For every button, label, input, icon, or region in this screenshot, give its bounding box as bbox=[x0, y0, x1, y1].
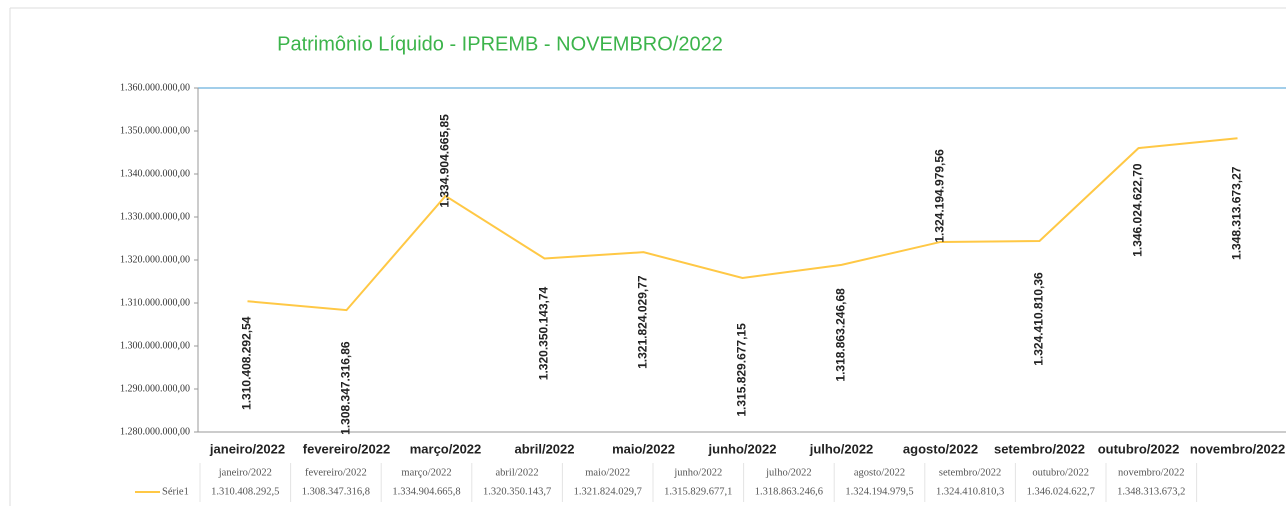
data-label: 1.324.410.810,36 bbox=[1032, 272, 1046, 366]
x-tick-label: junho/2022 bbox=[708, 441, 777, 456]
x-tick-label: agosto/2022 bbox=[903, 441, 978, 456]
x-tick-label: julho/2022 bbox=[809, 441, 874, 456]
table-header: junho/2022 bbox=[673, 467, 722, 478]
table-header: março/2022 bbox=[401, 467, 451, 478]
table-header: abril/2022 bbox=[496, 467, 539, 478]
series-line bbox=[247, 137, 1238, 312]
y-tick-label: 1.300.000.000,00 bbox=[120, 340, 190, 351]
table-cell: 1.320.350.143,7 bbox=[483, 486, 551, 497]
table-header: outubro/2022 bbox=[1032, 467, 1089, 478]
table-cell: 1.348.313.673,2 bbox=[1117, 486, 1185, 497]
table-header: janeiro/2022 bbox=[218, 467, 272, 478]
table-cell: 1.324.410.810,3 bbox=[936, 486, 1004, 497]
y-tick-label: 1.280.000.000,00 bbox=[120, 426, 190, 437]
table-cell: 1.310.408.292,5 bbox=[211, 486, 279, 497]
y-tick-label: 1.350.000.000,00 bbox=[120, 125, 190, 136]
data-label: 1.310.408.292,54 bbox=[240, 316, 254, 410]
x-tick-label: outubro/2022 bbox=[1098, 441, 1180, 456]
y-tick-label: 1.320.000.000,00 bbox=[120, 254, 190, 265]
chart-title: Patrimônio Líquido - IPREMB - NOVEMBRO/2… bbox=[277, 33, 723, 55]
table-cell: 1.346.024.622,7 bbox=[1027, 486, 1095, 497]
table-header: maio/2022 bbox=[585, 467, 630, 478]
table-cell: 1.318.863.246,6 bbox=[755, 486, 823, 497]
data-label: 1.320.350.143,74 bbox=[537, 286, 551, 380]
y-tick-label: 1.360.000.000,00 bbox=[120, 82, 190, 93]
table-header: novembro/2022 bbox=[1118, 467, 1185, 478]
data-label: 1.321.824.029,77 bbox=[636, 275, 650, 369]
data-label: 1.324.194.979,56 bbox=[933, 149, 947, 243]
table-header: fevereiro/2022 bbox=[305, 467, 367, 478]
table-cell: 1.308.347.316,8 bbox=[302, 486, 370, 497]
x-tick-label: março/2022 bbox=[410, 441, 482, 456]
x-tick-label: setembro/2022 bbox=[994, 441, 1085, 456]
table-header: julho/2022 bbox=[765, 467, 812, 478]
data-label: 1.315.829.677,15 bbox=[735, 323, 749, 417]
data-label: 1.346.024.622,70 bbox=[1131, 163, 1145, 257]
data-label: 1.348.313.673,27 bbox=[1230, 166, 1244, 260]
table-cell: 1.324.194.979,5 bbox=[845, 486, 913, 497]
x-tick-label: novembro/2022 bbox=[1190, 441, 1285, 456]
x-tick-label: abril/2022 bbox=[515, 441, 575, 456]
x-tick-label: janeiro/2022 bbox=[209, 441, 285, 456]
y-tick-label: 1.330.000.000,00 bbox=[120, 211, 190, 222]
y-tick-label: 1.340.000.000,00 bbox=[120, 168, 190, 179]
y-tick-label: 1.290.000.000,00 bbox=[120, 383, 190, 394]
legend-label: Série1 bbox=[162, 486, 189, 497]
x-tick-label: fevereiro/2022 bbox=[303, 441, 390, 456]
y-tick-label: 1.310.000.000,00 bbox=[120, 297, 190, 308]
data-label: 1.318.863.246,68 bbox=[834, 288, 848, 382]
table-cell: 1.334.904.665,8 bbox=[392, 486, 460, 497]
data-label: 1.334.904.665,85 bbox=[438, 114, 452, 208]
table-cell: 1.321.824.029,7 bbox=[574, 486, 642, 497]
table-header: setembro/2022 bbox=[939, 467, 1001, 478]
table-cell: 1.315.829.677,1 bbox=[664, 486, 732, 497]
x-tick-label: maio/2022 bbox=[612, 441, 675, 456]
table-header: agosto/2022 bbox=[854, 467, 905, 478]
data-label: 1.308.347.316,86 bbox=[339, 341, 353, 435]
